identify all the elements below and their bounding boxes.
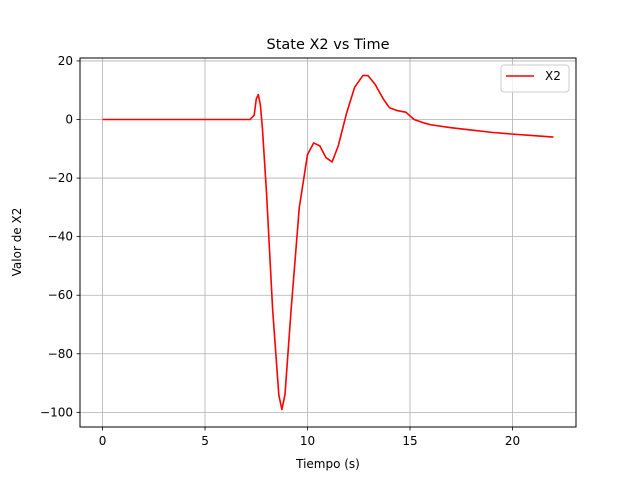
y-tick-label: −60 xyxy=(48,288,73,302)
gridlines xyxy=(80,58,576,427)
y-tick-label: 20 xyxy=(58,54,73,68)
y-tick-label: −40 xyxy=(48,230,73,244)
y-tick-label: −100 xyxy=(40,405,73,419)
x-tick-label: 0 xyxy=(99,434,107,448)
x-tick-label: 10 xyxy=(300,434,315,448)
legend-label-x2: X2 xyxy=(545,69,561,83)
y-axis: −100 −80 −60 −40 −20 0 20 xyxy=(40,54,80,419)
legend-box xyxy=(500,64,570,93)
x-tick-label: 15 xyxy=(402,434,417,448)
x-tick-label: 20 xyxy=(505,434,520,448)
y-tick-label: −80 xyxy=(48,347,73,361)
series-layer xyxy=(102,74,554,411)
series-line-x2 xyxy=(102,74,554,411)
y-tick-label: −20 xyxy=(48,171,73,185)
x-axis: 0 5 10 15 20 xyxy=(99,427,520,448)
x-tick-label: 5 xyxy=(201,434,209,448)
chart-title: State X2 vs Time xyxy=(267,37,390,53)
y-axis-label: Valor de X2 xyxy=(10,208,24,277)
legend: X2 xyxy=(500,64,570,93)
y-tick-label: 0 xyxy=(65,113,73,127)
x-axis-label: Tiempo (s) xyxy=(295,457,360,471)
plot-frame xyxy=(79,57,577,428)
